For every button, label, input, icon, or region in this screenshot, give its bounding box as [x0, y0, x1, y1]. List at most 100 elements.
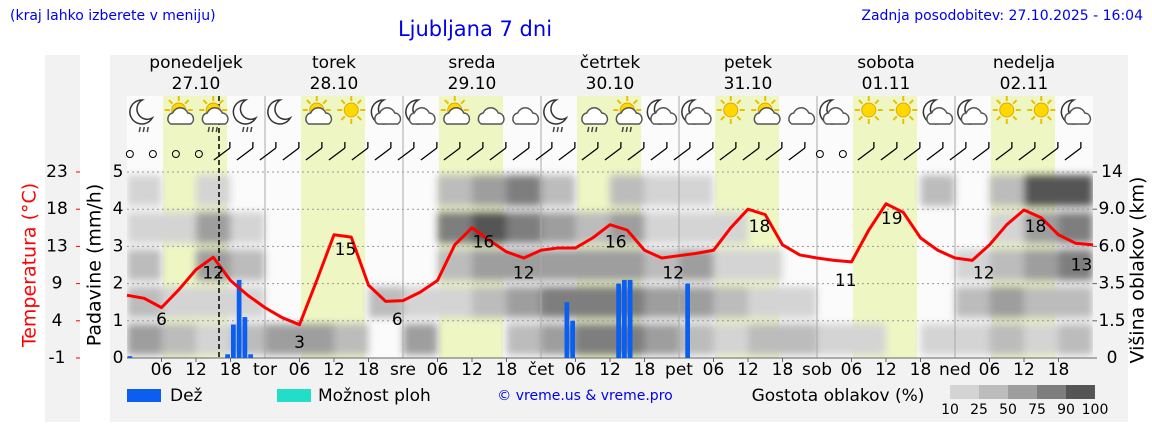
cloud-legend-title: Gostota oblakov (%): [752, 386, 925, 406]
day-name: petek: [724, 53, 772, 73]
precip-tick-label: 5: [113, 162, 124, 182]
x-tick-label: 06: [289, 360, 311, 380]
cloud-cell: [1024, 175, 1059, 207]
sun-ray: [356, 115, 362, 121]
precip-bar: [231, 324, 236, 358]
legend-label: Možnost ploh: [318, 386, 431, 406]
wind-calm: [171, 150, 180, 158]
cloud-cell: [575, 323, 610, 355]
temperature-extreme: 12: [513, 263, 535, 283]
x-tick-label: 18: [220, 360, 242, 380]
temperature-extreme: 11: [835, 271, 857, 291]
x-tick-label: sob: [802, 360, 832, 380]
cloud-tick-label: 14: [1101, 162, 1123, 182]
temperature-tick-label: 23: [46, 162, 68, 182]
wind-barb: [443, 147, 461, 161]
sun-ray: [322, 99, 328, 105]
rain-icon: [560, 126, 563, 133]
cloud-icon: [650, 107, 678, 125]
cloud-cell: [644, 323, 679, 355]
temperature-extreme: 12: [662, 263, 684, 283]
rain-icon: [595, 126, 598, 133]
cloud-icon: [512, 107, 540, 125]
wind-barb: [949, 147, 967, 161]
cloud-cell: [679, 323, 714, 355]
cloud-cell: [506, 286, 541, 318]
cloud-cell: [644, 249, 679, 281]
cloud-cell: [644, 286, 679, 318]
wind-barb: [1018, 147, 1036, 161]
update-time: Zadnja posodobitev: 27.10.2025 - 16:04: [861, 8, 1143, 24]
wind-calm: [148, 150, 157, 158]
cloud-cell: [1024, 286, 1059, 318]
x-tick-label: 12: [599, 360, 621, 380]
wind-barb: [420, 147, 438, 161]
cloud-cell: [1058, 249, 1093, 281]
x-tick-label: 12: [323, 360, 345, 380]
cloud-tick-label: 6.0: [1098, 236, 1125, 256]
cloud-cell: [541, 323, 576, 355]
temperature-tick-label: 13: [46, 236, 68, 256]
x-tick-label: čet: [528, 360, 555, 380]
density-label: 10: [941, 402, 959, 418]
wind-calm: [838, 150, 847, 158]
cloud-cell: [575, 286, 610, 318]
cloud-cell: [713, 286, 748, 318]
x-tick-label: sre: [390, 360, 416, 380]
wind-barb: [374, 147, 392, 161]
wind-barb: [788, 147, 806, 161]
x-tick-label: 18: [910, 360, 932, 380]
moon-icon: [543, 99, 569, 125]
wind-barb: [535, 147, 553, 161]
wind-barb: [926, 147, 944, 161]
x-tick-label: 06: [841, 360, 863, 380]
cloud-cell: [748, 286, 783, 318]
sun-icon: [895, 102, 911, 118]
rain-icon: [591, 126, 594, 133]
cloud-cell: [679, 212, 714, 244]
sun-ray: [1046, 115, 1052, 121]
cloud-cell: [403, 323, 438, 355]
precipitation-axis-title: Padavine (mm/h): [84, 184, 106, 347]
x-tick-label: 12: [185, 360, 207, 380]
cloud-icon: [960, 107, 988, 125]
wind-barb: [466, 147, 484, 161]
x-tick-label: ned: [939, 360, 971, 380]
daylight-band: [852, 96, 918, 358]
x-tick-label: 18: [496, 360, 518, 380]
cloud-layer: [127, 175, 1093, 355]
sun-ray: [770, 99, 776, 105]
wind-barb: [1064, 147, 1082, 161]
wind-barb: [673, 147, 691, 161]
cloud-cell: [1058, 286, 1093, 318]
sun-ray: [908, 99, 914, 105]
cloud-cell: [230, 323, 265, 355]
x-tick-label: 12: [737, 360, 759, 380]
wind-barb: [995, 147, 1013, 161]
day-name: sobota: [857, 53, 915, 73]
density-swatch: [1066, 385, 1095, 399]
rain-icon: [629, 126, 632, 133]
cloud-cell: [196, 175, 231, 207]
cloud-cell: [541, 175, 576, 207]
cloud-icon: [443, 107, 471, 125]
x-tick-label: 06: [979, 360, 1001, 380]
cloud-cell: [265, 323, 300, 355]
cloud-cell: [610, 249, 645, 281]
cloud-axis-title: Višina oblakov (km): [1127, 177, 1149, 364]
sun-ray: [202, 99, 208, 105]
density-label: 75: [1028, 402, 1046, 418]
day-name: torek: [312, 53, 356, 73]
sun-ray: [444, 99, 450, 105]
precip-tick-label: 3: [113, 236, 124, 256]
rain-icon: [138, 126, 141, 133]
cloud-cell: [989, 249, 1024, 281]
cloud-cell: [437, 286, 472, 318]
cloud-cell: [989, 286, 1024, 318]
sun-ray: [908, 115, 914, 121]
sun-ray: [460, 99, 466, 105]
temperature-extreme: 6: [392, 310, 403, 330]
cloud-cell: [161, 323, 196, 355]
x-tick-label: 18: [1048, 360, 1070, 380]
